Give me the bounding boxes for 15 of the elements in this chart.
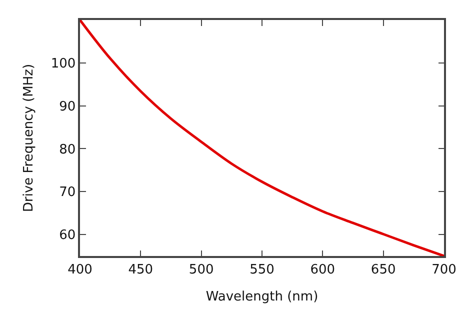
x-axis-title: Wavelength (nm): [206, 289, 318, 304]
line-series: [80, 20, 444, 256]
x-tick-label: 450: [128, 262, 154, 278]
x-tick-label: 650: [370, 262, 396, 278]
y-tick-label: 60: [59, 228, 76, 244]
y-tick-label: 80: [59, 142, 76, 158]
x-tick-label: 400: [68, 262, 92, 278]
y-tick-label: 90: [59, 99, 76, 114]
x-tick-label: 700: [432, 262, 456, 278]
y-axis-title: Drive Frequency (MHz): [21, 64, 36, 212]
y-tick-label: 70: [59, 185, 76, 200]
x-tick-label: 550: [250, 262, 274, 278]
y-tick-label: 100: [50, 56, 76, 72]
x-tick-label: 500: [188, 262, 214, 278]
x-tick-label: 600: [310, 262, 336, 278]
